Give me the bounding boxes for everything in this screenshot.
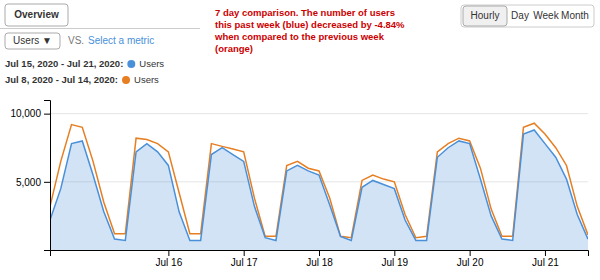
x-tick-mark [545, 250, 546, 256]
button-group [461, 5, 594, 27]
tab-label: Overview [14, 9, 59, 20]
y-tick-label: 5,000 [16, 177, 41, 188]
legend-unit: Users [134, 74, 159, 85]
plot-area [50, 123, 588, 250]
legend: Jul 15, 2020 - Jul 21, 2020: Users Jul 8, … [5, 58, 164, 85]
x-tick-label: Jul 20 [457, 257, 484, 268]
y-tick: 10,000 [10, 108, 50, 119]
legend-swatch [127, 60, 135, 68]
button-label: Hourly [471, 10, 500, 21]
tab-box [5, 4, 68, 26]
grid-line [50, 113, 588, 114]
chart: 5,000 10,000 Jul 16 Jul 17 Jul 18 Jul 19 Jul 2… [0, 0, 600, 280]
y-tick-mark [44, 114, 50, 115]
legend-label: Jul 15, 2020 - Jul 21, 2020: [5, 58, 123, 69]
dropdown-label: Users ▼ [13, 35, 52, 46]
x-tick-mark [394, 250, 395, 256]
legend-unit: Users [139, 58, 164, 69]
legend-label: Jul 8, 2020 - Jul 14, 2020: [5, 74, 118, 85]
header: Overview Hourly Day WeekMonth Users ▼ VS. Sele… [0, 4, 594, 49]
x-tick: Jul 21 [532, 250, 559, 268]
x-tick: Jul 16 [156, 250, 183, 268]
x-tick-mark [244, 250, 245, 256]
x-tick-label: Jul 18 [306, 257, 333, 268]
x-tick: Jul 20 [457, 250, 484, 268]
x-tick: Jul 19 [381, 250, 408, 268]
x-tick-mark [470, 250, 471, 256]
title: 7 day comparison. The number of usersthi… [214, 7, 405, 54]
button-label: Day [511, 10, 529, 21]
annotation: Select a metric [88, 35, 154, 46]
y-tick-mark [44, 182, 50, 183]
y-tick: 5,000 [16, 177, 50, 188]
y-tick-label: 10,000 [10, 108, 41, 119]
dropdown-box [5, 33, 60, 49]
x-tick-label: Jul 17 [231, 257, 258, 268]
button-selected [463, 6, 507, 26]
button-label: Week [533, 10, 559, 21]
annotation: VS. [68, 35, 84, 46]
button-label: Month [561, 10, 589, 21]
x-axis-line [51, 251, 589, 257]
separator [0, 28, 200, 29]
x-tick-label: Jul 21 [532, 257, 559, 268]
y-axis: 5,000 10,000 [10, 101, 50, 251]
legend-swatch [122, 76, 130, 84]
y-axis-line [44, 101, 51, 251]
x-tick-mark [319, 250, 320, 256]
x-axis: Jul 16 Jul 17 Jul 18 Jul 19 Jul 20 Jul 21 [51, 250, 589, 268]
x-tick-label: Jul 19 [381, 257, 408, 268]
series-line [50, 123, 588, 238]
series-area [50, 130, 588, 250]
series-line [50, 130, 588, 240]
x-tick-label: Jul 16 [156, 257, 183, 268]
x-tick: Jul 17 [231, 250, 258, 268]
x-tick-mark [168, 250, 169, 256]
x-tick: Jul 18 [306, 250, 333, 268]
